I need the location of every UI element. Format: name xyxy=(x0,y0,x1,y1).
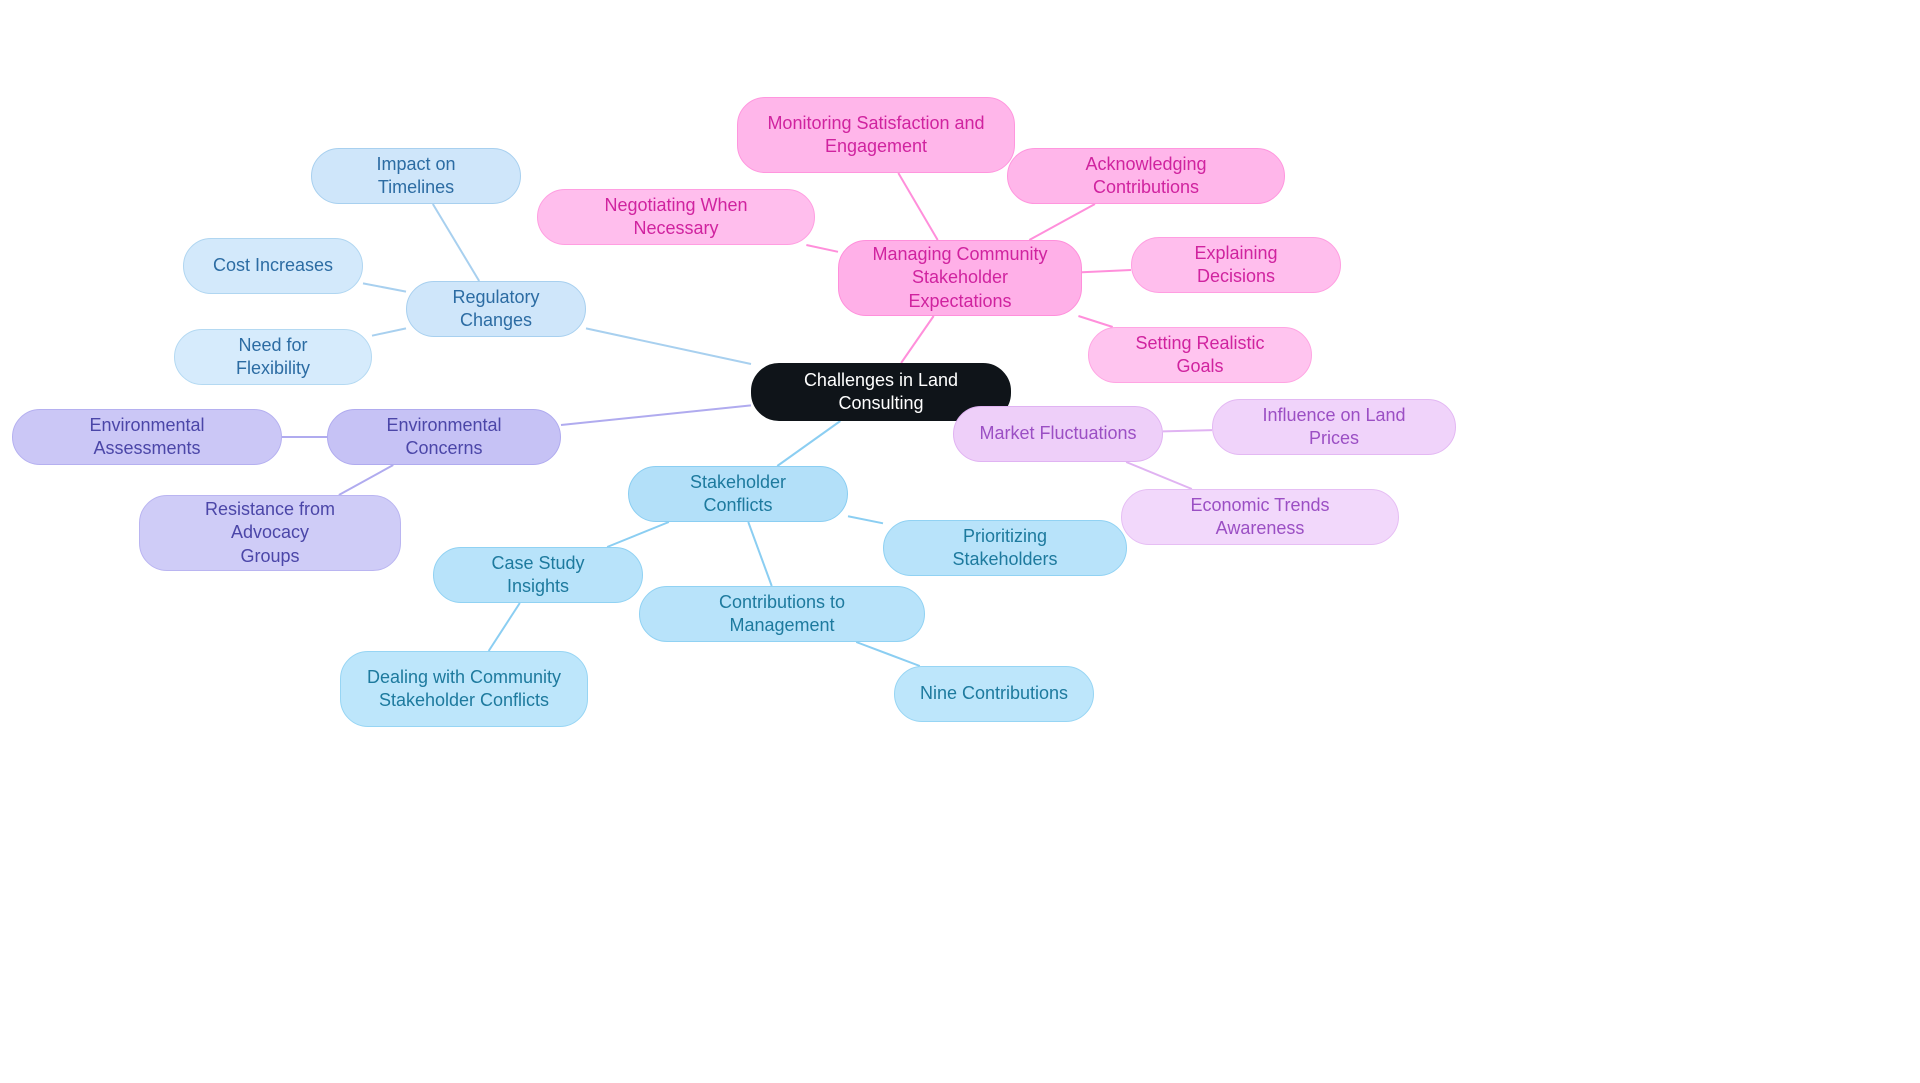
edge xyxy=(848,516,883,523)
edge xyxy=(1126,462,1192,489)
edge xyxy=(1078,316,1112,327)
edge xyxy=(748,522,771,586)
edge xyxy=(898,173,937,240)
edge xyxy=(561,405,751,425)
leaf-stakeholder-0-grand: Dealing with Community Stakeholder Confl… xyxy=(340,651,588,727)
leaf-regulatory-0: Impact on Timelines xyxy=(311,148,521,204)
leaf-regulatory-2: Need for Flexibility xyxy=(174,329,372,385)
branch-regulatory: Regulatory Changes xyxy=(406,281,586,337)
leaf-expectations-1: Negotiating When Necessary xyxy=(537,189,815,245)
edge xyxy=(806,245,838,252)
leaf-stakeholder-0: Case Study Insights xyxy=(433,547,643,603)
leaf-expectations-0: Monitoring Satisfaction and Engagement xyxy=(737,97,1015,173)
edge xyxy=(1029,204,1095,240)
edge xyxy=(1163,430,1212,431)
branch-market: Market Fluctuations xyxy=(953,406,1163,462)
edge xyxy=(372,328,406,335)
edge xyxy=(1082,270,1131,272)
edge xyxy=(777,421,840,466)
edge xyxy=(901,316,934,363)
edge xyxy=(856,642,920,666)
edge xyxy=(489,603,520,651)
leaf-market-0: Influence on Land Prices xyxy=(1212,399,1456,455)
branch-stakeholder: Stakeholder Conflicts xyxy=(628,466,848,522)
edge xyxy=(607,522,669,547)
edge xyxy=(339,465,393,495)
leaf-expectations-3: Explaining Decisions xyxy=(1131,237,1341,293)
leaf-expectations-2: Acknowledging Contributions xyxy=(1007,148,1285,204)
edge xyxy=(363,283,406,291)
leaf-stakeholder-1-grand: Nine Contributions xyxy=(894,666,1094,722)
branch-expectations: Managing Community Stakeholder Expectati… xyxy=(838,240,1082,316)
edge xyxy=(586,328,751,364)
leaf-stakeholder-1: Contributions to Management xyxy=(639,586,925,642)
leaf-market-1: Economic Trends Awareness xyxy=(1121,489,1399,545)
branch-environmental: Environmental Concerns xyxy=(327,409,561,465)
leaf-environmental-1: Resistance from Advocacy Groups xyxy=(139,495,401,571)
leaf-stakeholder-2: Prioritizing Stakeholders xyxy=(883,520,1127,576)
leaf-regulatory-1: Cost Increases xyxy=(183,238,363,294)
leaf-environmental-0: Environmental Assessments xyxy=(12,409,282,465)
leaf-expectations-4: Setting Realistic Goals xyxy=(1088,327,1312,383)
edge xyxy=(433,204,479,281)
